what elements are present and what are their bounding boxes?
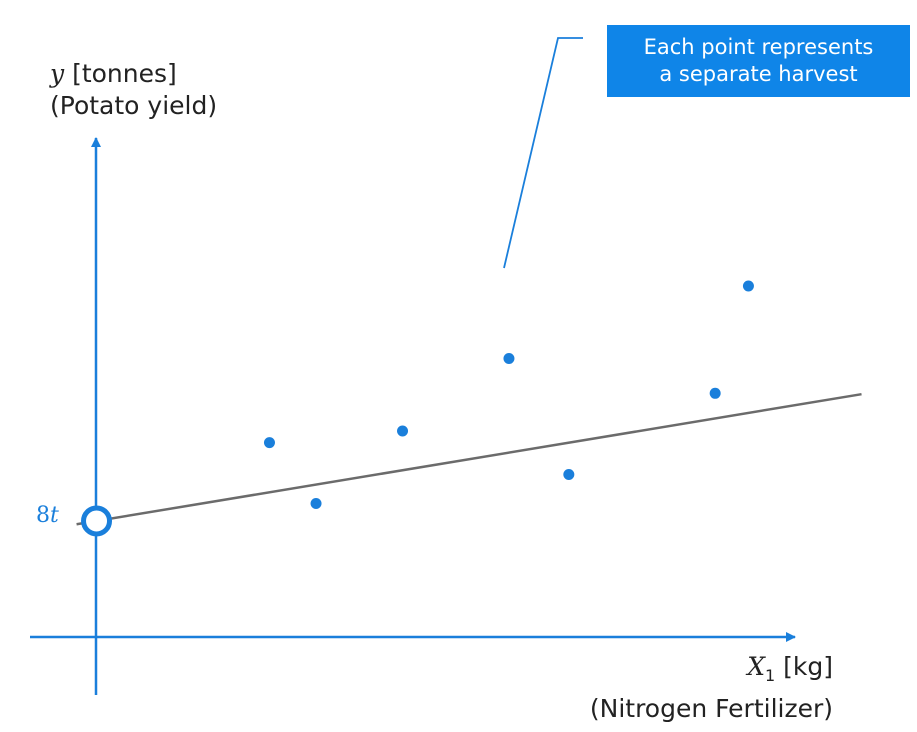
intercept-marker (81, 505, 113, 537)
y-axis-description: (Potato yield) (50, 91, 218, 120)
data-point (563, 469, 575, 481)
data-point (263, 437, 275, 449)
callout-box: Each point represents a separate harvest (607, 25, 910, 97)
data-point (310, 498, 322, 510)
regression-line (76, 392, 862, 526)
x-axis-label: X1 [kg] (Nitrogen Fertilizer) (590, 650, 833, 725)
data-point (742, 280, 754, 292)
x-axis-description: (Nitrogen Fertilizer) (589, 694, 833, 723)
x-axis-subscript: 1 (765, 666, 776, 685)
data-point (503, 352, 515, 364)
x-axis-unit: [kg] (783, 652, 833, 681)
intercept-label: 8t (36, 503, 59, 528)
data-point (397, 425, 409, 437)
callout-line-2: a separate harvest (659, 62, 858, 86)
x-axis-variable: X (747, 652, 765, 681)
intercept-number: 8 (36, 503, 50, 528)
y-axis-label: y [tonnes] (Potato yield) (50, 58, 217, 122)
callout-line-1: Each point represents (643, 35, 874, 59)
intercept-unit: t (50, 503, 59, 528)
y-axis-variable: y (50, 59, 65, 88)
callout-leader-line (503, 37, 583, 269)
y-axis-unit: [tonnes] (72, 59, 177, 88)
data-point (709, 387, 721, 399)
